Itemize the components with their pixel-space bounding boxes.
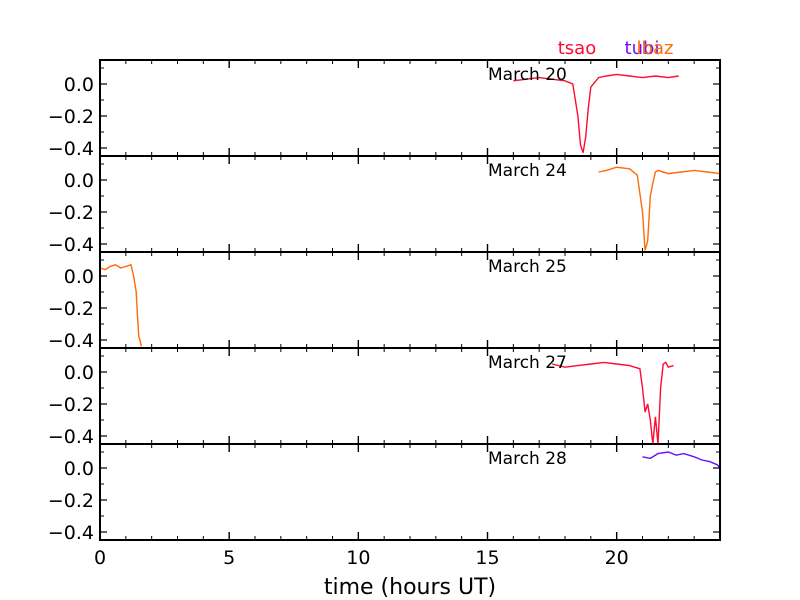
y-tick-label: −0.2 xyxy=(48,202,94,224)
y-tick-label: −0.4 xyxy=(48,138,94,160)
panel-5: 0.0 −0.2 −0.4 March 28 xyxy=(48,443,721,544)
x-tick-label: 5 xyxy=(223,547,235,569)
x-axis-title: time (hours UT) xyxy=(324,575,496,600)
series-line-tsao xyxy=(551,361,674,444)
series-line-tubi xyxy=(642,451,720,469)
y-tick-label: 0.0 xyxy=(64,266,94,288)
y-tick-label: 0.0 xyxy=(64,362,94,384)
panel-label: March 27 xyxy=(488,353,567,373)
panel-frame xyxy=(99,155,721,253)
series-line-tsao xyxy=(513,73,679,154)
y-tick-label: 0.0 xyxy=(64,170,94,192)
panel-label: March 20 xyxy=(488,65,567,85)
x-tick-label: 0 xyxy=(94,547,106,569)
panel-2: 0.0 −0.2 −0.4 March 24 xyxy=(48,155,721,256)
y-tick-label: −0.2 xyxy=(48,394,94,416)
y-tick-label: −0.2 xyxy=(48,298,94,320)
legend-entry-tubi: tubi xyxy=(625,38,660,59)
x-tick-label: 10 xyxy=(346,547,370,569)
panel-frame xyxy=(99,443,721,541)
x-tick-label: 20 xyxy=(605,547,629,569)
y-tick-label: −0.4 xyxy=(48,234,94,256)
y-tick-label: 0.0 xyxy=(64,74,94,96)
panel-frame xyxy=(99,251,721,349)
panel-label: March 24 xyxy=(488,161,567,181)
panel-4: 0.0 −0.2 −0.4 March 27 xyxy=(48,347,721,448)
y-tick-label: −0.4 xyxy=(48,330,94,352)
legend-entry-tsao: tsao xyxy=(558,38,596,59)
panel-frame xyxy=(99,59,721,157)
panel-3: 0.0 −0.2 −0.4 March 25 xyxy=(48,251,721,352)
y-tick-label: −0.2 xyxy=(48,490,94,512)
series-line-lbaz xyxy=(100,263,142,347)
x-axis: 0 5 10 15 20 xyxy=(94,547,629,569)
x-tick-label: 15 xyxy=(475,547,499,569)
legend-entry-lbaz: lbaz xyxy=(637,38,674,59)
y-tick-label: 0.0 xyxy=(64,458,94,480)
y-tick-label: −0.2 xyxy=(48,106,94,128)
panel-1: 0.0 −0.2 −0.4 March 20 xyxy=(48,59,721,160)
panel-label: March 25 xyxy=(488,257,567,277)
series-line-lbaz xyxy=(598,166,720,251)
panel-frame xyxy=(99,347,721,445)
y-tick-label: −0.4 xyxy=(48,426,94,448)
y-tick-label: −0.4 xyxy=(48,522,94,544)
panel-label: March 28 xyxy=(488,449,567,469)
